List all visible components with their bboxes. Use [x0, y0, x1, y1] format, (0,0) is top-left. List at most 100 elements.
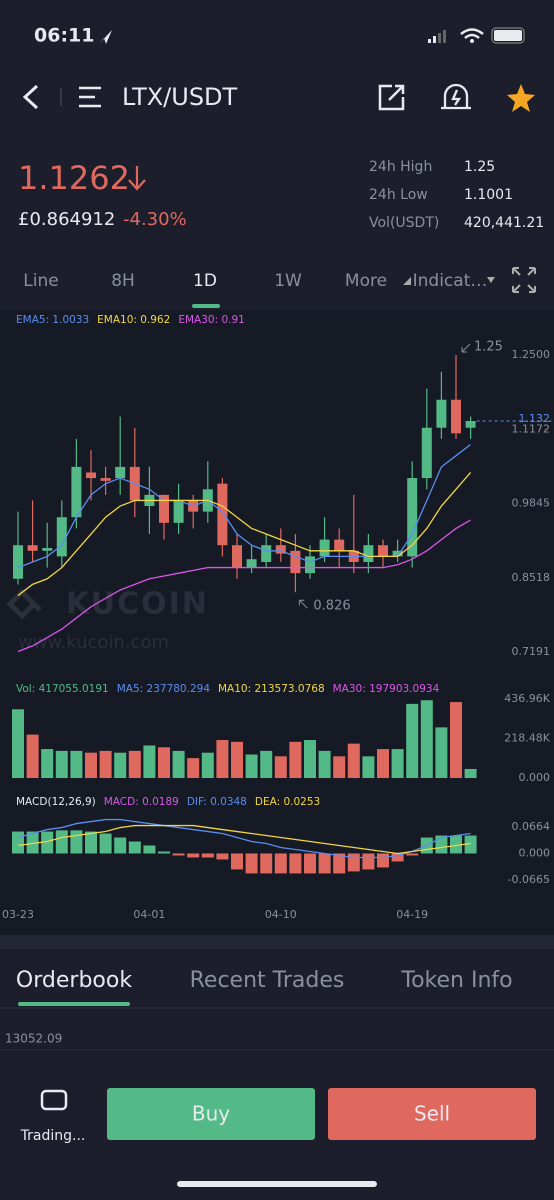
candle-body	[100, 478, 111, 481]
volume-bar	[12, 709, 24, 778]
orderbook-value: 13052.09	[5, 1032, 62, 1046]
separator	[0, 935, 554, 949]
menu-button[interactable]	[79, 86, 101, 108]
macd-bar	[333, 853, 346, 874]
fullscreen-button[interactable]	[512, 267, 536, 293]
candle-body	[290, 550, 301, 574]
legend-entry: MA10: 213573.0768	[218, 683, 325, 695]
trading-icon[interactable]	[40, 1089, 68, 1111]
y-tick-label: 0.8518	[512, 571, 551, 584]
back-button[interactable]	[22, 84, 39, 110]
candle-body	[217, 483, 228, 546]
sell-button[interactable]	[328, 1088, 536, 1140]
volume-bar	[158, 747, 170, 778]
candle-body	[363, 545, 374, 562]
interval-tab[interactable]: 8H	[111, 271, 135, 291]
volume-bar	[85, 752, 97, 778]
macd-bar	[450, 835, 462, 854]
macd-bar	[274, 853, 287, 874]
watermark-logo	[6, 588, 42, 620]
candle-body	[436, 399, 447, 428]
candle-body	[13, 545, 23, 579]
interval-tab[interactable]: Indicat…	[413, 271, 488, 291]
candle-body	[173, 500, 184, 523]
macd-bar	[70, 830, 83, 854]
volume-bar	[26, 734, 39, 778]
volume-bar	[289, 741, 302, 778]
volume-bar	[70, 750, 83, 778]
volume-bar	[450, 702, 462, 778]
x-tick-label: 04-01	[133, 908, 165, 921]
sell-label[interactable]: Sell	[414, 1102, 450, 1126]
legend-entry: EMA30: 0.91	[178, 314, 245, 326]
macd-bar	[158, 851, 170, 854]
interval-tab[interactable]: 1W	[274, 271, 302, 291]
indicator-line	[17, 472, 472, 597]
indicator-line	[17, 824, 471, 855]
macd-bar	[85, 831, 97, 854]
candle-body	[305, 556, 315, 574]
share-button[interactable]	[378, 84, 405, 111]
y-tick-label: 436.96K	[504, 692, 550, 705]
trading-label[interactable]: Trading...	[20, 1128, 86, 1144]
annotation: 1.25	[474, 340, 503, 355]
volume-bar	[347, 743, 360, 778]
pair-title: LTX/USDT	[122, 83, 238, 111]
macd-bar	[26, 831, 39, 854]
buy-button[interactable]	[107, 1088, 315, 1140]
y-tick-label: 0.0664	[512, 820, 551, 833]
indicator-line	[17, 519, 471, 653]
macd-bar	[260, 853, 273, 874]
macd-bar	[318, 853, 331, 874]
candle-body	[421, 427, 432, 479]
interval-tab[interactable]: Line	[23, 271, 58, 291]
legend-entry: DEA: 0.0253	[255, 796, 320, 808]
y-tick-label: 1.1172	[512, 422, 551, 435]
macd-bar	[114, 837, 127, 854]
macd-bar	[231, 853, 243, 870]
macd-bar	[245, 853, 258, 874]
candle-body	[261, 545, 272, 562]
home-indicator	[177, 1181, 377, 1187]
volume-bar	[420, 700, 433, 778]
legend-entry: MA30: 197903.0934	[333, 683, 440, 695]
dropdown-icon	[403, 277, 411, 285]
stat-label: Vol(USDT)	[369, 215, 439, 231]
buy-label[interactable]: Buy	[192, 1102, 230, 1126]
interval-tab[interactable]: More	[345, 271, 387, 291]
macd-bar	[55, 830, 68, 854]
candle-body	[115, 466, 126, 479]
indicator-line	[17, 818, 471, 859]
watermark-brand: KUCOIN	[66, 587, 209, 622]
y-tick-label: 0.000	[519, 846, 551, 859]
macd-bar	[289, 853, 302, 874]
section-tab[interactable]: Recent Trades	[190, 968, 345, 993]
x-tick-label: 04-19	[396, 908, 428, 921]
legend-entry: DIF: 0.0348	[187, 796, 247, 808]
candle-body	[71, 466, 82, 518]
volume-bar	[318, 750, 331, 778]
interval-tab[interactable]: 1D	[193, 271, 217, 291]
candle-body	[378, 545, 388, 557]
candle-body	[392, 550, 403, 557]
macd-bar	[347, 853, 360, 872]
dropdown-icon	[487, 277, 495, 283]
legend-entry: MA5: 237780.294	[117, 683, 211, 695]
x-tick-label: 04-10	[265, 908, 297, 921]
annotation-arrow	[461, 343, 471, 353]
macd-bar	[435, 835, 448, 854]
stat-value: 1.1001	[464, 187, 513, 203]
alert-button[interactable]	[441, 83, 471, 110]
section-tab[interactable]: Token Info	[400, 968, 512, 993]
macd-bar	[377, 853, 389, 868]
macd-bar	[172, 853, 185, 856]
candle-body	[232, 545, 242, 568]
volume-bar	[41, 749, 54, 778]
section-tab[interactable]: Orderbook	[16, 968, 132, 993]
y-tick-label: 0.000	[519, 771, 551, 784]
down-arrow	[128, 166, 146, 191]
change: -4.30%	[123, 209, 187, 230]
favorite-button[interactable]	[507, 84, 535, 112]
battery-level	[494, 30, 522, 41]
legend-entry: MACD: 0.0189	[104, 796, 179, 808]
